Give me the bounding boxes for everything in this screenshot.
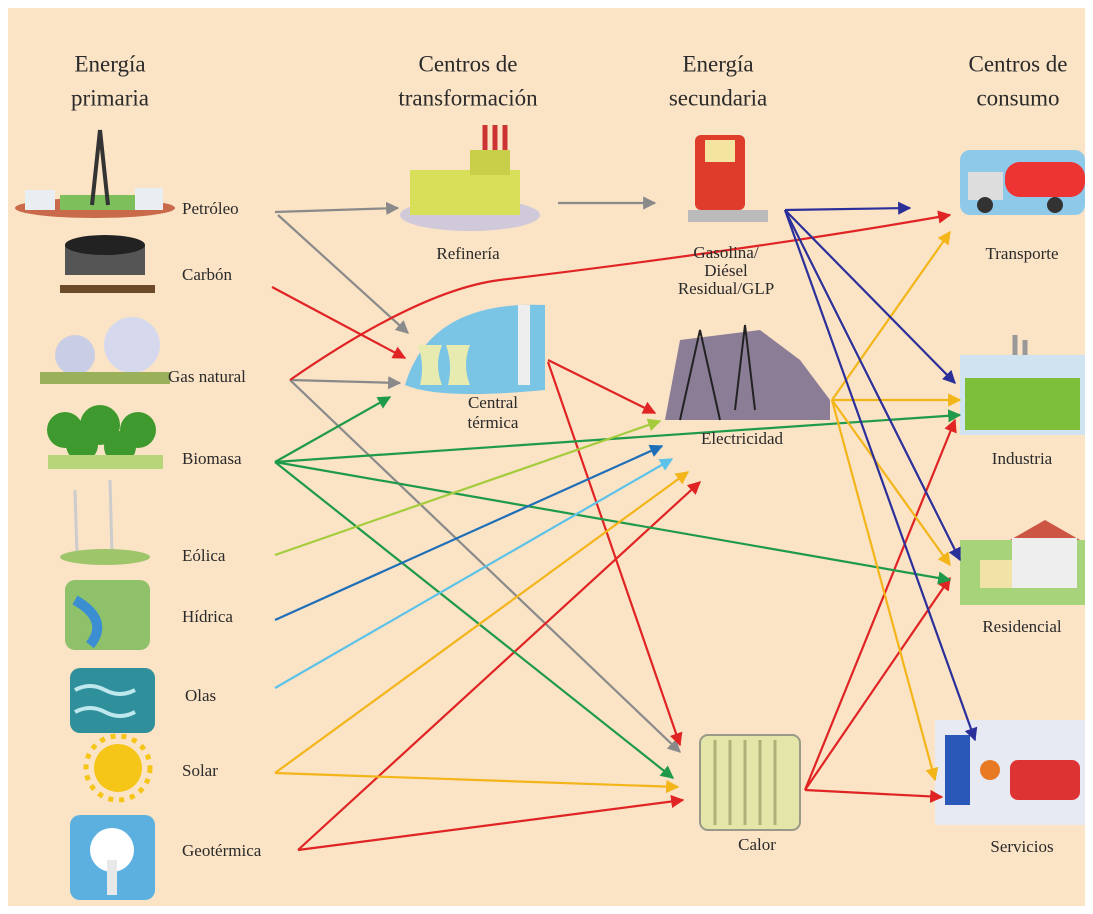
- node-label: Refinería: [436, 244, 500, 263]
- column-title: Centros de: [418, 51, 517, 76]
- column-title: Energía: [74, 51, 145, 76]
- node-label: Olas: [185, 686, 216, 705]
- column-title: Centros de: [968, 51, 1067, 76]
- node-label: Gasolina/: [693, 243, 758, 262]
- diagram: Energía primaria Centros de transformaci…: [0, 0, 1093, 914]
- node-label: Carbón: [182, 265, 233, 284]
- column-title: consumo: [976, 85, 1059, 110]
- node-label: Transporte: [985, 244, 1058, 263]
- column-title: transformación: [398, 85, 538, 110]
- background: [8, 8, 1085, 906]
- column-title: Energía: [682, 51, 753, 76]
- node-label: Geotérmica: [182, 841, 262, 860]
- column-title: primaria: [71, 85, 149, 110]
- node-label: Electricidad: [701, 429, 784, 448]
- node-label: Calor: [738, 835, 776, 854]
- node-label: Central: [468, 393, 518, 412]
- node-label: Gas natural: [168, 367, 246, 386]
- node-label: Hídrica: [182, 607, 233, 626]
- node-label: Servicios: [990, 837, 1053, 856]
- column-title: secundaria: [669, 85, 767, 110]
- node-label: térmica: [468, 413, 519, 432]
- node-label: Industria: [992, 449, 1053, 468]
- node-label: Residencial: [982, 617, 1062, 636]
- node-label: Solar: [182, 761, 218, 780]
- node-label: Biomasa: [182, 449, 242, 468]
- node-label: Eólica: [182, 546, 226, 565]
- node-label: Diésel: [704, 261, 748, 280]
- node-label: Residual/GLP: [678, 279, 774, 298]
- node-label: Petróleo: [182, 199, 239, 218]
